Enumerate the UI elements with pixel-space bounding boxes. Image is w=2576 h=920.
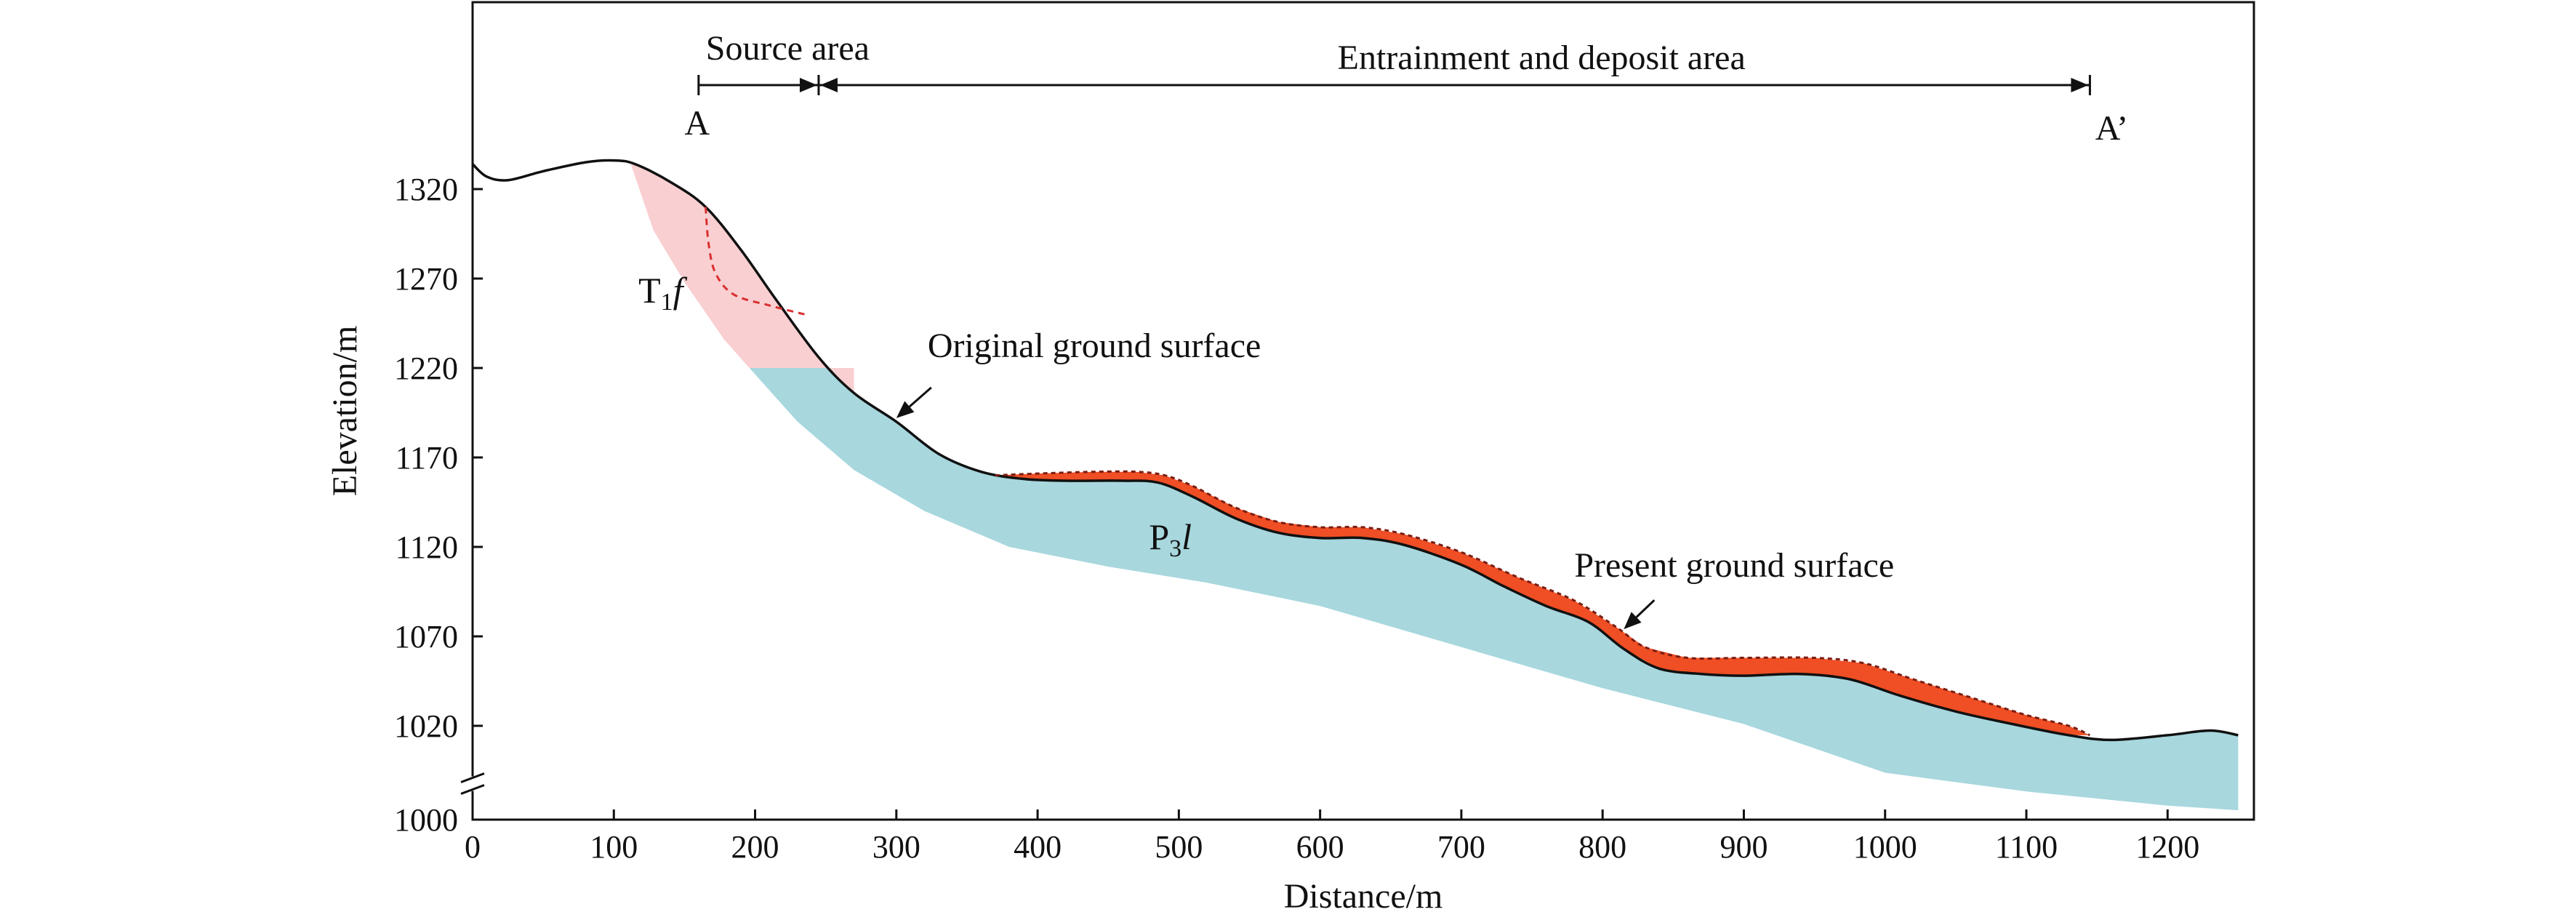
- entrainment-arrow-head-right: [2071, 78, 2089, 92]
- y-tick-label: 1000: [394, 802, 458, 838]
- p3l-layer: [749, 368, 2239, 811]
- x-tick-label: 500: [1155, 829, 1203, 865]
- entrainment-deposit-area-label: Entrainment and deposit area: [1338, 39, 1746, 77]
- x-tick-label: 900: [1720, 829, 1768, 865]
- profile-lines: [471, 159, 2239, 742]
- y-axis-title: Elevation/m: [326, 326, 364, 497]
- x-tick-label: 1100: [1995, 829, 2058, 865]
- callout-arrow-head: [1624, 612, 1642, 630]
- x-tick-label: 1200: [2135, 829, 2199, 865]
- x-tick-label: 800: [1578, 829, 1626, 865]
- y-axis-ticks: 1000 1020 1070 1120 1170 1220 1270 1320: [394, 172, 483, 838]
- callout-line: [908, 386, 932, 408]
- x-tick-label: 1000: [1853, 829, 1917, 865]
- x-tick-label: 200: [731, 829, 779, 865]
- x-tick-label: 100: [590, 829, 638, 865]
- axis-break-stroke-lower: [460, 784, 485, 795]
- layer-fills: [630, 164, 2239, 811]
- x-tick-label: 600: [1296, 829, 1344, 865]
- y-axis-break-mark: [460, 772, 485, 795]
- y-tick-label: 1070: [394, 619, 458, 655]
- source-area-label: Source area: [706, 29, 870, 68]
- x-tick-label: 300: [872, 829, 920, 865]
- original-ground-surface-label: Original ground surface: [928, 327, 1261, 365]
- t1f-layer: [630, 164, 854, 393]
- section-end-label: A’: [2095, 109, 2128, 148]
- x-axis-ticks: 0 100 200 300 400 500 600 700 800 900 1000 1100 1200: [465, 809, 2199, 865]
- present-ground-surface-arrow: [1624, 599, 1656, 630]
- y-tick-label: 1170: [396, 440, 458, 476]
- y-tick-label: 1320: [394, 172, 458, 207]
- original-ground-surface-line: [471, 159, 2239, 742]
- section-line-a-a-prime: [697, 75, 2091, 95]
- x-tick-label: 0: [465, 829, 481, 865]
- present-ground-surface-label: Present ground surface: [1574, 546, 1894, 585]
- x-tick-label: 700: [1437, 829, 1485, 865]
- y-tick-label: 1020: [394, 708, 458, 744]
- section-start-label: A: [685, 104, 710, 143]
- x-axis-title: Distance/m: [1284, 877, 1443, 916]
- present-ground-surface-line: [995, 470, 2091, 737]
- x-tick-label: 400: [1014, 829, 1062, 865]
- y-tick-label: 1120: [396, 529, 458, 565]
- y-tick-label: 1220: [394, 351, 458, 386]
- plot-frame: [471, 1, 2255, 821]
- axis-break-stroke-upper: [460, 772, 485, 783]
- source-arrow-head: [799, 78, 817, 92]
- p3l-formation-label: P3l: [1149, 516, 1192, 562]
- original-ground-surface-arrow: [896, 386, 932, 418]
- callout-line: [1635, 599, 1656, 618]
- entrainment-arrow-head-left: [819, 78, 838, 92]
- t1f-formation-label: T1f: [638, 270, 688, 316]
- callout-arrow-head: [896, 401, 915, 418]
- y-tick-label: 1270: [394, 261, 458, 297]
